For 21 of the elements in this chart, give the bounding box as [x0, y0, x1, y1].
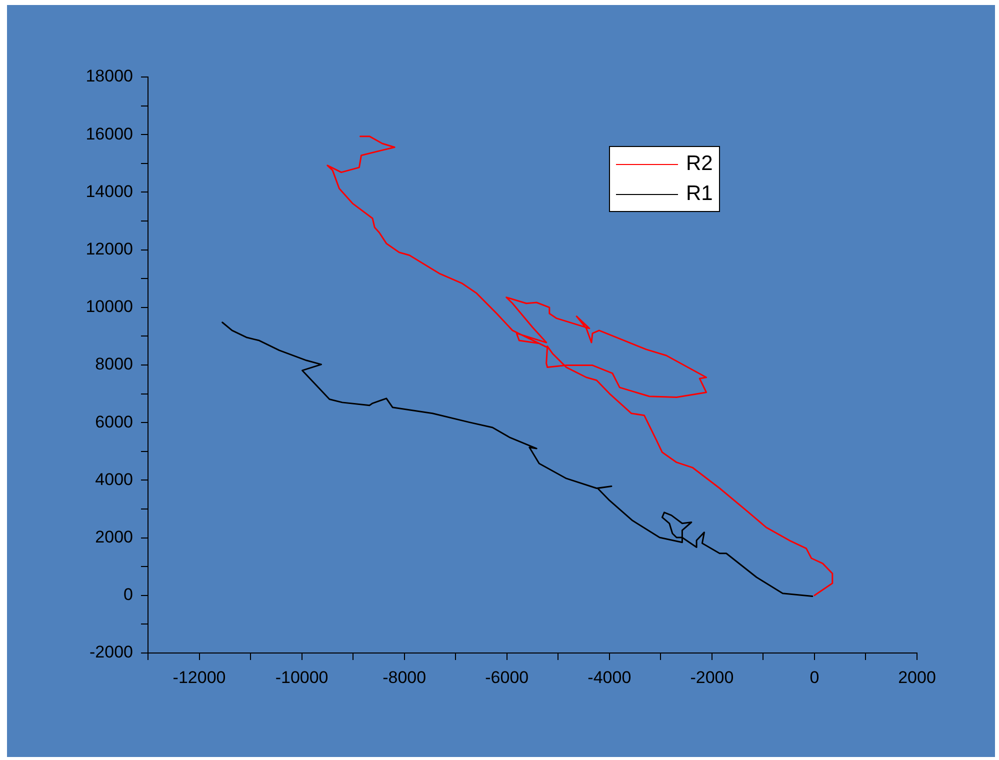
y-tick-label: 18000 — [86, 66, 133, 86]
y-tick-label: 10000 — [86, 297, 133, 316]
x-tick-label: -4000 — [588, 668, 632, 687]
y-tick-label: 14000 — [86, 182, 133, 201]
legend-label: R2 — [686, 151, 713, 177]
legend-label: R1 — [686, 181, 713, 207]
x-tick-label: 2000 — [898, 668, 936, 687]
y-tick-label: -2000 — [90, 642, 133, 662]
x-tick-label: -10000 — [275, 668, 328, 687]
y-tick-label: 12000 — [86, 239, 133, 258]
x-tick-label: 0 — [810, 668, 820, 687]
x-tick-label: -2000 — [690, 668, 734, 687]
y-tick-label: 0 — [124, 585, 133, 604]
x-tick-label: -12000 — [172, 668, 226, 687]
x-tick-label: -8000 — [382, 668, 426, 687]
y-tick-label: 16000 — [86, 124, 133, 144]
x-tick-label: -6000 — [485, 668, 529, 687]
y-tick-label: 8000 — [95, 354, 133, 374]
y-tick-label: 4000 — [95, 470, 133, 489]
y-tick-label: 6000 — [95, 412, 133, 432]
y-tick-label: 2000 — [95, 527, 133, 546]
